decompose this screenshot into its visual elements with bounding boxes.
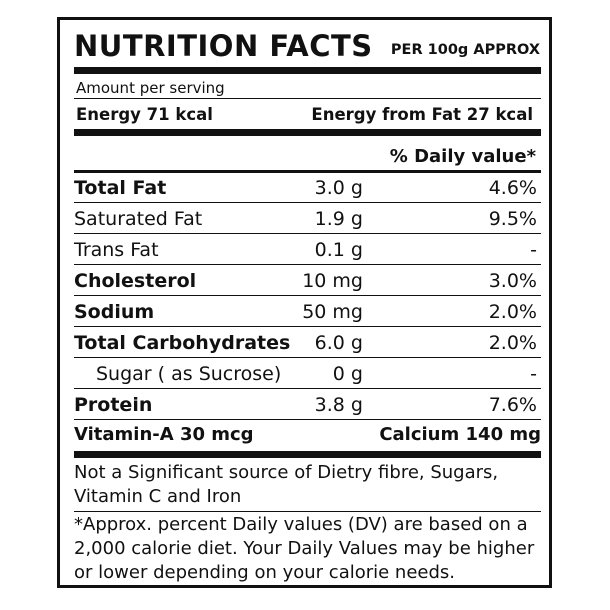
daily-value-header: % Daily value* xyxy=(389,146,536,167)
nutrient-daily-value: - xyxy=(530,239,537,261)
nutrient-row-cholesterol: Cholesterol 10 mg 3.0% xyxy=(74,266,541,294)
row-divider xyxy=(74,264,541,265)
vitamin-a-value: Vitamin-A 30 mcg xyxy=(74,424,254,445)
energy-from-fat-value: Energy from Fat 27 kcal xyxy=(311,105,533,124)
nutrient-label: Sugar ( as Sucrose) xyxy=(96,363,282,385)
nutrient-row-sugar: Sugar ( as Sucrose) 0 g - xyxy=(74,359,541,387)
per-100g-label: PER 100g APPROX xyxy=(390,42,540,58)
nutrient-row-total-carbohydrates: Total Carbohydrates 6.0 g 2.0% xyxy=(74,328,541,356)
nutrient-row-protein: Protein 3.8 g 7.6% xyxy=(74,390,541,418)
nutrient-label: Cholesterol xyxy=(74,270,197,292)
thick-rule-top xyxy=(74,67,541,74)
daily-value-footnote: *Approx. percent Daily values (DV) are b… xyxy=(74,514,535,583)
nutrient-row-trans-fat: Trans Fat 0.1 g - xyxy=(74,235,541,263)
nutrient-amount: 10 mg xyxy=(302,270,363,292)
energy-value: Energy 71 kcal xyxy=(76,105,213,124)
row-divider xyxy=(74,233,541,234)
thick-rule-bottom xyxy=(74,451,541,458)
nutrient-amount: 3.0 g xyxy=(314,177,363,199)
row-divider xyxy=(74,419,541,420)
nutrient-amount: 6.0 g xyxy=(314,332,363,354)
nutrient-label: Saturated Fat xyxy=(74,208,203,230)
nutrient-daily-value: 4.6% xyxy=(488,177,537,199)
row-divider xyxy=(74,388,541,389)
medium-rule-dv xyxy=(74,170,541,173)
nutrient-amount: 50 mg xyxy=(302,301,363,323)
nutrient-label: Total Fat xyxy=(74,177,167,199)
nutrient-daily-value: 9.5% xyxy=(488,208,537,230)
nutrient-daily-value: 7.6% xyxy=(488,394,537,416)
nutrient-label: Protein xyxy=(74,394,153,416)
significance-note: Not a Significant source of Dietry fibre… xyxy=(74,462,499,507)
nutrient-label: Trans Fat xyxy=(74,239,159,261)
nutrient-label: Sodium xyxy=(74,301,155,323)
nutrient-amount: 0 g xyxy=(332,363,363,385)
nutrient-amount: 3.8 g xyxy=(314,394,363,416)
amount-per-serving: Amount per serving xyxy=(76,79,225,97)
row-divider xyxy=(74,326,541,327)
nutrient-row-saturated-fat: Saturated Fat 1.9 g 9.5% xyxy=(74,204,541,232)
nutrient-daily-value: 3.0% xyxy=(488,270,537,292)
row-divider xyxy=(74,295,541,296)
thick-rule-energy xyxy=(74,129,541,136)
nutrient-amount: 0.1 g xyxy=(314,239,363,261)
nutrient-label: Total Carbohydrates xyxy=(74,332,291,354)
nutrient-daily-value: 2.0% xyxy=(488,332,537,354)
nutrient-amount: 1.9 g xyxy=(314,208,363,230)
nutrient-row-sodium: Sodium 50 mg 2.0% xyxy=(74,297,541,325)
nutrient-row-total-fat: Total Fat 3.0 g 4.6% xyxy=(74,173,541,201)
row-divider xyxy=(74,357,541,358)
calcium-value: Calcium 140 mg xyxy=(379,424,541,445)
panel-title: NUTRITION FACTS xyxy=(74,29,373,63)
row-divider xyxy=(74,202,541,203)
nutrient-daily-value: 2.0% xyxy=(488,301,537,323)
thin-rule-footnote xyxy=(74,511,541,512)
nutrient-daily-value: - xyxy=(530,363,537,385)
thin-rule xyxy=(74,98,541,99)
nutrition-facts-panel xyxy=(57,17,552,588)
